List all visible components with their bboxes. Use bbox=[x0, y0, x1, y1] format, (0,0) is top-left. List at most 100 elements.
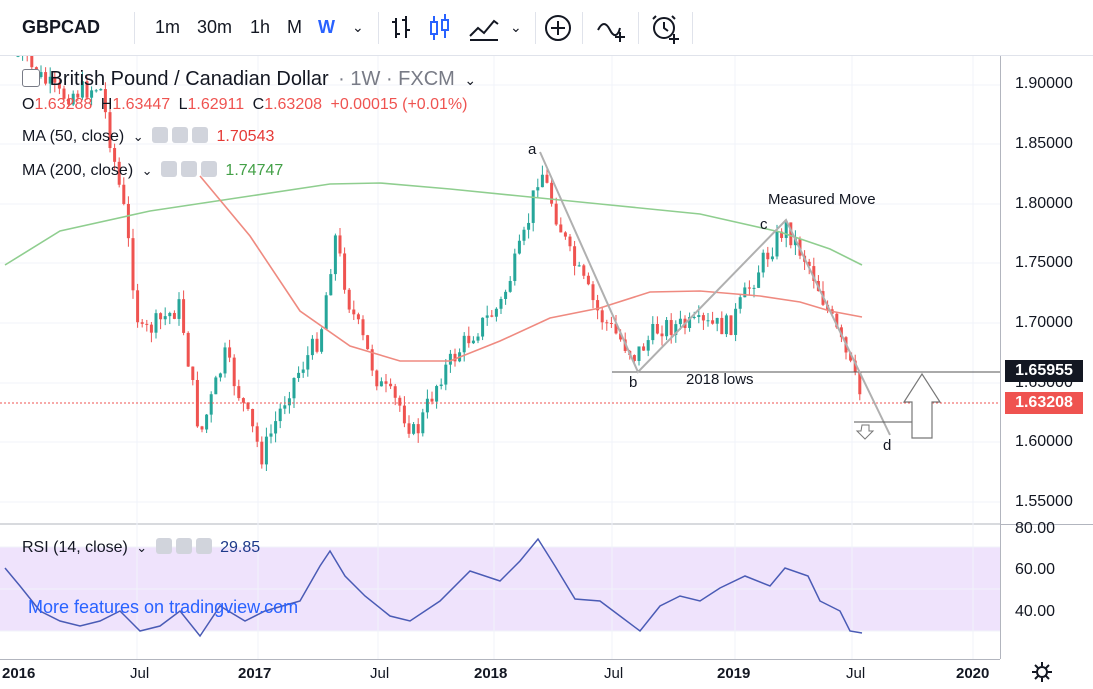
open-value: 1.63288 bbox=[34, 96, 93, 113]
candle-body bbox=[172, 312, 176, 319]
candle-body bbox=[766, 252, 770, 260]
indicators-icon[interactable] bbox=[466, 10, 502, 46]
candle-body bbox=[757, 272, 761, 288]
candle-body bbox=[435, 386, 439, 402]
compare-icon[interactable] bbox=[594, 10, 630, 46]
candle-body bbox=[711, 320, 715, 324]
candle-body bbox=[453, 353, 457, 362]
candle-body bbox=[30, 56, 34, 68]
time-tick: Jul bbox=[604, 665, 624, 682]
candle-body bbox=[807, 261, 811, 267]
price-tick: 1.85000 bbox=[1015, 135, 1073, 152]
price-chart[interactable] bbox=[0, 56, 1000, 659]
chevron-down-icon[interactable]: ⌄ bbox=[510, 19, 522, 35]
candle-body bbox=[674, 324, 678, 335]
candle-body bbox=[563, 232, 567, 237]
toolbar-divider bbox=[582, 12, 583, 44]
candle-body bbox=[467, 335, 471, 344]
candle-body bbox=[223, 347, 227, 374]
interval-1m[interactable]: 1m bbox=[155, 17, 181, 37]
candle-body bbox=[297, 372, 301, 379]
candle-body bbox=[701, 315, 705, 321]
chevron-down-icon[interactable]: ⌄ bbox=[132, 129, 144, 144]
candle-body bbox=[85, 81, 89, 98]
candle-body bbox=[283, 405, 287, 409]
candle-body bbox=[113, 148, 117, 162]
alert-clock-icon[interactable] bbox=[648, 10, 684, 46]
candle-body bbox=[729, 315, 733, 335]
candle-body bbox=[789, 222, 793, 246]
interval-1h[interactable]: 1h bbox=[250, 17, 271, 37]
gear-icon[interactable] bbox=[180, 161, 197, 177]
candle-body bbox=[504, 291, 508, 299]
rsi-label: RSI (14, close) bbox=[22, 539, 128, 556]
candle-body bbox=[237, 386, 241, 399]
candle-body bbox=[149, 324, 153, 333]
candle-body bbox=[858, 371, 862, 395]
candles-chart-style-icon[interactable] bbox=[421, 10, 457, 46]
candle-body bbox=[269, 433, 273, 437]
toolbar-divider bbox=[638, 12, 639, 44]
symbol-search[interactable]: GBPCAD bbox=[22, 17, 101, 37]
toolbar-divider bbox=[378, 12, 379, 44]
price-axis[interactable]: 1.90000 1.85000 1.80000 1.75000 1.70000 … bbox=[1000, 56, 1093, 659]
candle-body bbox=[582, 265, 586, 276]
close-icon[interactable] bbox=[192, 127, 209, 143]
close-icon[interactable] bbox=[195, 538, 212, 554]
ohlc-legend: O1.63288 H1.63447 L1.62911 C1.63208 +0.0… bbox=[22, 96, 471, 114]
time-tick: 2018 bbox=[474, 665, 508, 682]
gear-icon[interactable] bbox=[1030, 660, 1054, 684]
candle-body bbox=[90, 90, 94, 98]
candle-body bbox=[393, 386, 397, 398]
eye-icon[interactable] bbox=[160, 161, 177, 177]
interval-week[interactable]: W bbox=[318, 17, 335, 37]
candle-body bbox=[57, 82, 61, 89]
candle-body bbox=[412, 424, 416, 434]
low-value: 1.62911 bbox=[187, 96, 245, 113]
candle-body bbox=[122, 184, 126, 204]
candle-body bbox=[660, 333, 664, 337]
gear-icon[interactable] bbox=[172, 127, 189, 143]
candle-body bbox=[619, 333, 623, 340]
candle-body bbox=[568, 236, 572, 247]
candle-body bbox=[614, 323, 618, 334]
candle-body bbox=[301, 369, 305, 373]
candle-body bbox=[494, 308, 498, 317]
time-tick: 2019 bbox=[717, 665, 751, 682]
candle-body bbox=[655, 324, 659, 334]
symbol-legend: British Pound / Canadian Dollar · 1W · F… bbox=[22, 68, 480, 91]
collapse-icon[interactable] bbox=[22, 69, 40, 87]
candle-body bbox=[80, 81, 84, 98]
chevron-down-icon[interactable]: ⌄ bbox=[136, 540, 148, 555]
candle-body bbox=[738, 297, 742, 309]
candle-body bbox=[550, 182, 554, 204]
eye-icon[interactable] bbox=[152, 127, 169, 143]
candle-body bbox=[499, 298, 503, 309]
candle-body bbox=[209, 394, 213, 415]
chevron-down-icon[interactable]: ⌄ bbox=[464, 72, 477, 88]
candle-body bbox=[853, 360, 857, 372]
chevron-down-icon[interactable]: ⌄ bbox=[352, 19, 364, 35]
candle-body bbox=[476, 336, 480, 341]
eye-icon[interactable] bbox=[155, 538, 172, 554]
candle-body bbox=[784, 222, 788, 238]
gear-icon[interactable] bbox=[175, 538, 192, 554]
candle-body bbox=[117, 161, 121, 185]
candle-body bbox=[752, 287, 756, 289]
candle-body bbox=[490, 315, 494, 317]
bar-chart-style-icon[interactable] bbox=[384, 10, 420, 46]
candle-body bbox=[536, 187, 540, 191]
tradingview-promo-link[interactable]: More features on tradingview.com bbox=[28, 597, 299, 617]
chevron-down-icon[interactable]: ⌄ bbox=[141, 163, 153, 178]
time-axis[interactable]: 2016 Jul 2017 Jul 2018 Jul 2019 Jul 2020 bbox=[0, 659, 1000, 689]
candle-body bbox=[333, 235, 337, 275]
add-compare-icon[interactable] bbox=[540, 10, 576, 46]
point-b-label: b bbox=[629, 374, 638, 391]
interval-30m[interactable]: 30m bbox=[197, 17, 233, 37]
candle-body bbox=[99, 89, 103, 91]
interval-month[interactable]: M bbox=[287, 17, 302, 37]
lows-2018-label: 2018 lows bbox=[686, 371, 754, 388]
close-icon[interactable] bbox=[200, 161, 217, 177]
candle-body bbox=[517, 240, 521, 254]
candle-body bbox=[775, 231, 779, 257]
